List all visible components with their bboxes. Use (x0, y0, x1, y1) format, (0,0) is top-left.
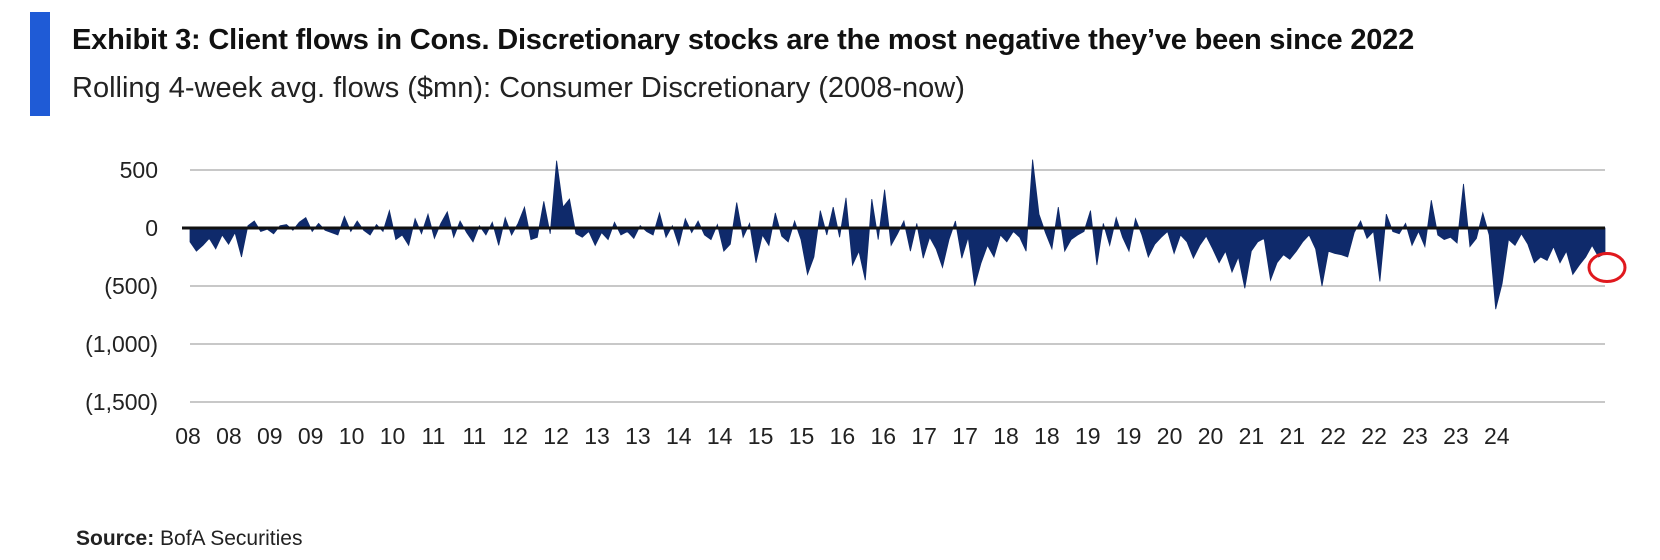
x-tick-label: 20 (1157, 423, 1183, 449)
x-tick-label: 12 (543, 423, 569, 449)
x-tick-label: 14 (666, 423, 692, 449)
x-tick-label: 19 (1075, 423, 1101, 449)
x-tick-label: 09 (257, 423, 283, 449)
x-tick-label: 22 (1320, 423, 1346, 449)
x-axis: 08 08 09 09 10 10 11 11 12 12 13 13 14 14 15 15 16 16 17 17… (175, 423, 1510, 449)
x-tick-label: 24 (1484, 423, 1510, 449)
x-tick-label: 11 (421, 423, 445, 449)
source-value: BofA Securities (160, 527, 303, 550)
x-tick-label: 23 (1402, 423, 1428, 449)
latest-reading-circle (1587, 252, 1627, 284)
x-tick-label: 22 (1361, 423, 1387, 449)
y-axis: 500 0 (500) (1,000) (1,500) (85, 157, 158, 415)
accent-bar (30, 12, 50, 116)
x-tick-label: 19 (1116, 423, 1142, 449)
flows-chart: 500 0 (500) (1,000) (1,500) 08 08 09 09 10 10 11 11… (85, 157, 1627, 449)
x-tick-label: 18 (1034, 423, 1060, 449)
y-tick-label: (1,500) (85, 389, 158, 415)
x-tick-label: 14 (707, 423, 733, 449)
x-tick-label: 16 (871, 423, 897, 449)
x-tick-label: 13 (584, 423, 610, 449)
x-tick-label: 11 (462, 423, 486, 449)
chart-subtitle: Rolling 4-week avg. flows ($mn): Consume… (72, 72, 965, 104)
x-tick-label: 13 (625, 423, 651, 449)
x-tick-label: 10 (339, 423, 365, 449)
x-tick-label: 18 (993, 423, 1019, 449)
chart-title: Exhibit 3: Client flows in Cons. Discret… (72, 24, 1415, 56)
x-tick-label: 10 (380, 423, 406, 449)
x-tick-label: 08 (175, 423, 201, 449)
source-label: Source: (76, 527, 155, 550)
x-tick-label: 21 (1239, 423, 1265, 449)
grid-lines (190, 169, 1605, 403)
x-tick-label: 15 (789, 423, 815, 449)
y-tick-label: 0 (145, 215, 158, 241)
source-note: Source: BofA Securities (76, 527, 302, 551)
x-tick-label: 17 (911, 423, 937, 449)
x-tick-label: 20 (1198, 423, 1224, 449)
x-tick-label: 17 (952, 423, 978, 449)
x-tick-label: 15 (748, 423, 774, 449)
x-tick-label: 21 (1280, 423, 1306, 449)
y-tick-label: (1,000) (85, 331, 158, 357)
x-tick-label: 16 (830, 423, 856, 449)
x-tick-label: 09 (298, 423, 324, 449)
y-tick-label: 500 (120, 157, 158, 183)
y-tick-label: (500) (104, 273, 158, 299)
x-tick-label: 23 (1443, 423, 1469, 449)
x-tick-label: 12 (502, 423, 528, 449)
x-tick-label: 08 (216, 423, 242, 449)
